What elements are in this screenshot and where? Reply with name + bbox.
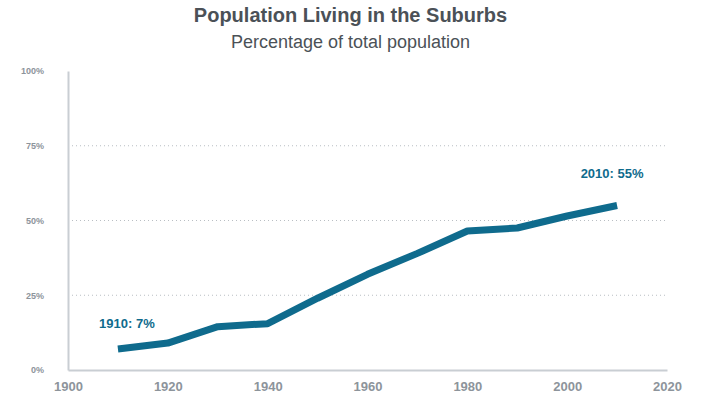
y-tick: 25% (26, 291, 68, 301)
x-tick: 1980 (453, 370, 482, 394)
y-tick-label: 50% (26, 216, 44, 226)
y-tick-label: 100% (21, 66, 44, 76)
y-tick: 0% (31, 365, 68, 375)
y-tick-label: 0% (31, 365, 44, 375)
x-tick: 1920 (154, 370, 183, 394)
x-tick: 2000 (553, 370, 582, 394)
y-axis-line (68, 72, 70, 371)
chart-container: Population Living in the Suburbs Percenta… (0, 0, 701, 401)
x-axis: 1900 1920 1940 1960 1980 2000 2020 (54, 370, 682, 394)
grid-line (68, 295, 667, 296)
y-axis: 0% 25% 50% 75% 100% (21, 66, 69, 375)
x-tick: 2020 (653, 370, 682, 394)
y-tick: 100% (21, 66, 68, 76)
x-tick: 1940 (254, 370, 283, 394)
x-tick-label: 2000 (553, 379, 582, 394)
line (118, 206, 617, 350)
x-tick-label: 1900 (54, 379, 83, 394)
x-axis-line (69, 370, 668, 372)
x-tick-label: 1920 (154, 379, 183, 394)
x-tick-label: 1980 (453, 379, 482, 394)
annotation: 2010: 55% (581, 166, 644, 181)
y-tick-label: 75% (26, 141, 44, 151)
x-tick: 1900 (54, 370, 83, 394)
annotation: 1910: 7% (99, 316, 155, 331)
x-tick-label: 1960 (354, 379, 383, 394)
subtitle: Percentage of total population (231, 32, 470, 52)
y-tick: 75% (26, 141, 68, 151)
x-tick-label: 1940 (254, 379, 283, 394)
grid-line (68, 145, 667, 146)
x-tick-label: 2020 (653, 379, 682, 394)
grid-line (68, 220, 667, 221)
marks (118, 206, 617, 350)
chart-svg: Population Living in the Suburbs Percenta… (0, 0, 701, 401)
y-tick-label: 25% (26, 291, 44, 301)
title: Population Living in the Suburbs (194, 4, 507, 26)
x-tick: 1960 (354, 370, 383, 394)
plot: 0% 25% 50% 75% 100% 1900 1920 1940 1960 1980 2000 2… (21, 66, 682, 394)
y-tick: 50% (26, 216, 68, 226)
